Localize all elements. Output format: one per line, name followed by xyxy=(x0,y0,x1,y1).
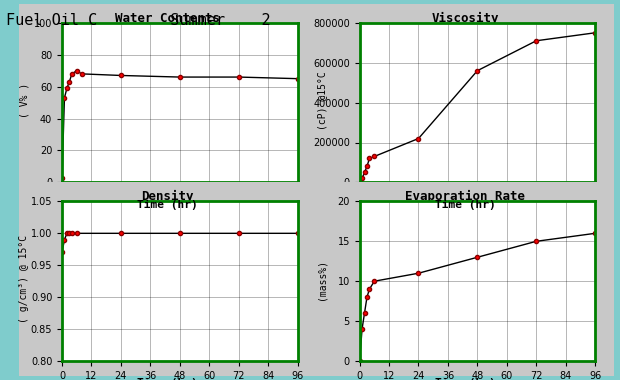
Text: Time (hr): Time (hr) xyxy=(435,378,495,380)
Text: ( V% ): ( V% ) xyxy=(19,83,29,118)
Text: Viscosity: Viscosity xyxy=(432,11,498,25)
Text: Time (hr): Time (hr) xyxy=(137,378,198,380)
Text: Water Contents: Water Contents xyxy=(115,11,220,25)
Text: ( g/cm³) @ 15°C: ( g/cm³) @ 15°C xyxy=(19,235,29,323)
Text: Evaporation Rate: Evaporation Rate xyxy=(405,190,525,203)
Text: Fuel Oil C        Summer    2: Fuel Oil C Summer 2 xyxy=(6,13,271,28)
Text: (cP) @15°C: (cP) @15°C xyxy=(317,71,327,130)
Text: (mass%): (mass%) xyxy=(317,259,327,300)
Text: Time (hr): Time (hr) xyxy=(435,200,495,209)
Text: Density: Density xyxy=(141,190,193,203)
Text: Time (hr): Time (hr) xyxy=(137,200,198,209)
